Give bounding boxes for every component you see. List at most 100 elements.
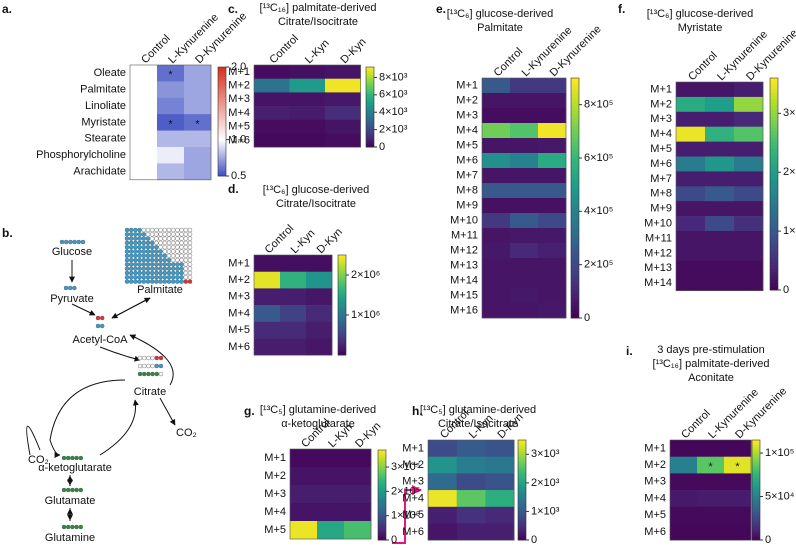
colorbar-segment xyxy=(218,77,226,81)
colorbar-segment xyxy=(378,492,386,494)
colorbar-segment xyxy=(571,170,579,175)
colorbar-segment xyxy=(518,521,526,524)
heatmap-frame xyxy=(253,64,361,148)
colorbar-segment xyxy=(571,226,579,231)
carbon-dot xyxy=(162,257,168,263)
carbon-dot xyxy=(170,253,176,259)
colorbar-segment xyxy=(752,453,760,456)
panel-label: f. xyxy=(618,2,625,16)
row-label: M+3 xyxy=(650,113,672,125)
colorbar-segment xyxy=(752,470,760,473)
colorbar-segment xyxy=(518,493,526,496)
heatmap-cell xyxy=(538,138,567,154)
colorbar-segment xyxy=(770,201,778,206)
colorbar-segment xyxy=(752,450,760,453)
node-label: Glutamine xyxy=(45,532,95,544)
row-label: M+5 xyxy=(456,139,478,151)
carbon-dot xyxy=(170,227,176,233)
colorbar-segment xyxy=(378,532,386,535)
colorbar-tick-label: 3×10³ xyxy=(531,448,560,460)
colorbar-segment xyxy=(366,72,374,75)
colorbar-segment xyxy=(338,326,346,329)
carbon-dot xyxy=(162,236,168,241)
carbon-dot xyxy=(183,227,189,233)
colorbar-tick-label: 1×10⁵ xyxy=(765,447,794,459)
carbon-dot xyxy=(141,371,147,377)
carbon-dot xyxy=(128,262,134,267)
row-label: Myristate xyxy=(81,116,126,128)
carbon-dot xyxy=(170,236,176,241)
carbon-dot xyxy=(187,257,193,263)
carbon-dot xyxy=(80,239,86,245)
colorbar-segment xyxy=(571,302,579,307)
carbon-dot xyxy=(149,257,155,263)
heatmap-cell xyxy=(538,303,567,319)
colorbar-segment xyxy=(378,480,386,482)
colorbar-segment xyxy=(571,82,579,87)
colorbar-segment xyxy=(752,458,760,461)
significance-mark: * xyxy=(708,461,713,473)
colorbar-segment xyxy=(518,453,526,456)
heatmap-cell xyxy=(705,156,735,172)
carbon-dot xyxy=(175,240,180,246)
row-label: M+4 xyxy=(228,107,250,119)
heatmap-cell xyxy=(538,123,567,139)
colorbar-segment xyxy=(366,89,374,92)
row-label: M+1 xyxy=(264,452,286,464)
carbon-dot xyxy=(149,262,155,267)
carbon-dot xyxy=(154,253,159,259)
colorbar-tick-label: 0 xyxy=(584,312,590,324)
heatmap-cell xyxy=(254,106,290,121)
carbon-dot xyxy=(149,240,155,246)
carbon-dot xyxy=(133,257,138,263)
colorbar-segment xyxy=(378,522,386,524)
heatmap-cell xyxy=(130,163,158,181)
colorbar-segment xyxy=(518,536,526,539)
heatmap-cell xyxy=(734,141,764,157)
colorbar-segment xyxy=(378,531,386,533)
colorbar-segment xyxy=(770,244,778,248)
heatmap-cell xyxy=(538,108,567,124)
colorbar-segment xyxy=(518,501,526,504)
colorbar-segment xyxy=(378,538,386,541)
colorbar-segment xyxy=(378,499,386,502)
heatmap-cell xyxy=(254,133,290,148)
colorbar-segment xyxy=(770,282,778,287)
carbon-dot xyxy=(124,227,130,233)
colorbar-segment xyxy=(218,86,226,90)
carbon-dot xyxy=(141,355,147,361)
heatmap-frame xyxy=(427,439,515,541)
carbon-dot xyxy=(133,266,138,271)
colorbar-segment xyxy=(518,461,526,464)
row-label: M+13 xyxy=(644,262,672,274)
carbon-dot xyxy=(183,275,189,280)
colorbar-segment xyxy=(770,173,778,178)
carbon-dot xyxy=(128,232,134,237)
carbon-dot xyxy=(170,232,176,237)
colorbar-segment xyxy=(218,172,226,175)
carbon-dot xyxy=(70,487,75,493)
colorbar-tick-label: 3×10⁵ xyxy=(783,107,796,119)
column-label: Control xyxy=(679,408,713,442)
colorbar-segment xyxy=(770,162,778,167)
heatmap-cell xyxy=(456,440,486,457)
carbon-dot xyxy=(154,363,160,369)
carbon-dot xyxy=(162,232,168,237)
heatmap-cell xyxy=(724,473,752,491)
colorbar-segment xyxy=(378,471,386,473)
colorbar-segment xyxy=(752,456,760,459)
colorbar-segment xyxy=(218,152,226,155)
heatmap-cell xyxy=(130,147,158,164)
colorbar-tick-label: 0 xyxy=(783,284,789,296)
colorbar-segment xyxy=(518,445,526,448)
colorbar-segment xyxy=(338,315,346,318)
colorbar-segment xyxy=(338,288,346,291)
carbon-dot xyxy=(170,266,176,271)
heatmap-cell xyxy=(280,321,307,339)
colorbar-segment xyxy=(571,130,579,135)
colorbar-segment xyxy=(518,528,526,531)
colorbar-segment xyxy=(571,286,579,291)
colorbar-segment xyxy=(218,97,226,101)
colorbar-segment xyxy=(770,226,778,231)
heatmap-cell xyxy=(306,271,333,289)
